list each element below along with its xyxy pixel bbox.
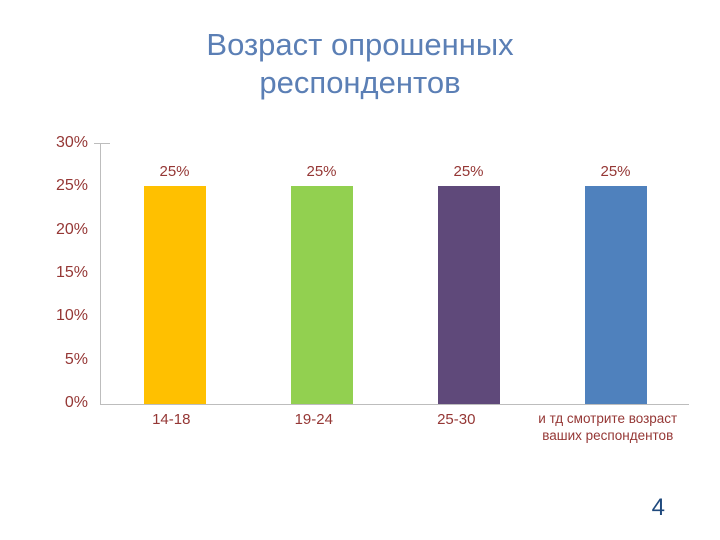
y-axis-tick-10: 10% <box>55 307 88 324</box>
page-number: 4 <box>651 494 665 521</box>
bar-group-14-18: 25% <box>101 143 248 404</box>
bar-group-25-30: 25% <box>395 143 542 404</box>
bar-other <box>584 186 647 404</box>
bar-19-24 <box>290 186 353 404</box>
y-axis-tick-20: 20% <box>55 221 88 238</box>
bar-value-label: 25% <box>306 163 337 180</box>
bar-chart-plot-area: 25% 25% 25% 25% <box>100 143 689 405</box>
y-axis-tick-5: 5% <box>64 351 88 368</box>
bar-group-19-24: 25% <box>248 143 395 404</box>
y-axis-tick-0: 0% <box>64 394 88 411</box>
x-axis-labels: 14-18 19-24 25-30 и тд смотрите возраст … <box>100 411 688 445</box>
y-axis-tick-15: 15% <box>55 264 88 281</box>
bar-25-30 <box>437 186 500 404</box>
bar-value-label: 25% <box>453 163 484 180</box>
page-title: Возраст опрошенных респондентов <box>206 27 514 100</box>
x-axis-label-14-18: 14-18 <box>152 411 191 428</box>
bar-value-label: 25% <box>600 163 631 180</box>
x-axis-label-other: и тд смотрите возраст ваших респондентов <box>538 411 678 443</box>
y-axis-top-tick <box>94 143 110 144</box>
x-axis-label-25-30: 25-30 <box>437 411 476 428</box>
y-axis-tick-30: 30% <box>55 134 88 151</box>
bar-group-other: 25% <box>542 143 689 404</box>
bar-value-label: 25% <box>159 163 190 180</box>
x-axis-label-19-24: 19-24 <box>294 411 333 428</box>
y-axis-tick-25: 25% <box>55 177 88 194</box>
bar-14-18 <box>143 186 206 404</box>
